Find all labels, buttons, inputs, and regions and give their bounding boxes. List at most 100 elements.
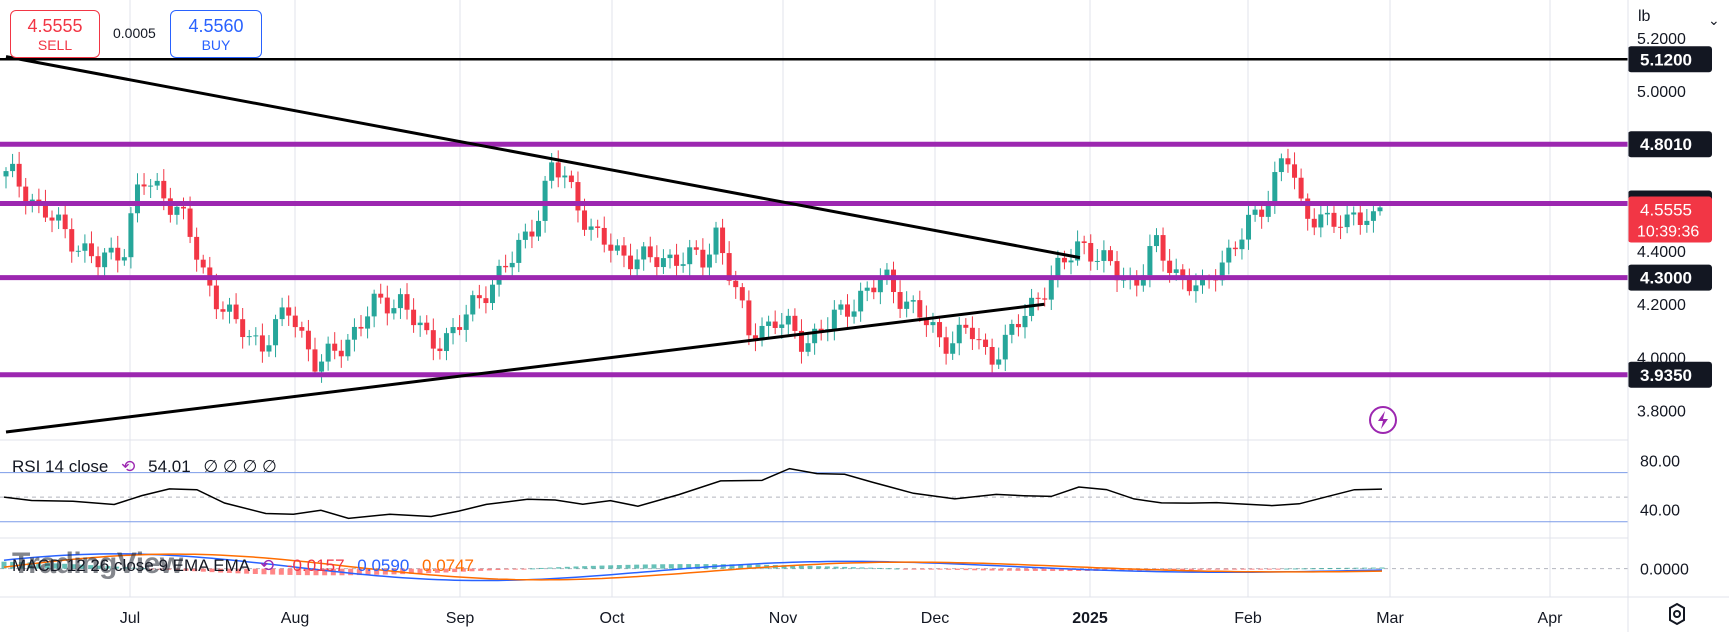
macd-histogram-bar xyxy=(686,564,692,569)
time-axis-label: Feb xyxy=(1234,610,1262,627)
refresh-icon[interactable]: ⟲ xyxy=(259,556,275,575)
price-axis-tick: 4.4000 xyxy=(1637,244,1686,261)
candle-body xyxy=(384,297,390,314)
macd-histogram-bar xyxy=(235,568,241,574)
candle-body xyxy=(871,287,877,293)
candle-body xyxy=(1114,261,1120,281)
macd-histogram-bar xyxy=(244,568,250,574)
macd-histogram-bar xyxy=(148,568,154,570)
rsi-pane: 80.00 40.00 xyxy=(0,453,1680,523)
candle-body xyxy=(950,343,956,354)
macd-histogram-bar xyxy=(850,567,856,569)
candle-body xyxy=(1252,209,1258,215)
time-axis-label: Oct xyxy=(600,610,625,627)
candle-body xyxy=(930,322,936,326)
candle-body xyxy=(148,185,154,187)
candle-body xyxy=(181,206,187,209)
candle-body xyxy=(1075,241,1081,261)
macd-legend[interactable]: MACD 12 26 close 9 EMA EMA ⟲ -0.0157 0.0… xyxy=(12,556,474,576)
candle-body xyxy=(687,247,693,265)
candle-body xyxy=(1022,315,1028,328)
macd-histogram-bar xyxy=(96,565,102,569)
macd-histogram-bar xyxy=(790,565,796,569)
buy-button[interactable]: 4.5560 BUY xyxy=(170,10,262,58)
candle-body xyxy=(1318,214,1324,228)
macd-histogram-bar xyxy=(1024,568,1030,571)
candle-body xyxy=(443,333,449,352)
rsi-legend-label: RSI 14 close xyxy=(12,457,109,476)
candle-body xyxy=(476,295,482,299)
macd-histogram-bar xyxy=(894,568,900,570)
macd-histogram-bar xyxy=(70,564,76,569)
candle-body xyxy=(582,210,588,230)
candle-body xyxy=(233,304,239,320)
refresh-icon[interactable]: ⟲ xyxy=(121,457,136,476)
macd-histogram-bar xyxy=(798,565,804,569)
candle-body xyxy=(1140,275,1146,286)
candle-body xyxy=(1344,214,1350,228)
macd-histogram-bar xyxy=(538,567,544,569)
candle-body xyxy=(1285,158,1291,165)
price-axis: 5.2000 5.0000 4.4000 4.2000 4.0000 3.8000 xyxy=(1627,0,1686,632)
macd-histogram-bar xyxy=(1032,568,1038,571)
candle-body xyxy=(654,257,660,268)
candle-body xyxy=(3,171,9,177)
candle-body xyxy=(693,247,699,250)
price-axis-tick: 3.8000 xyxy=(1637,404,1686,421)
macd-histogram-bar xyxy=(547,567,553,569)
macd-histogram-bar xyxy=(590,565,596,569)
candle-body xyxy=(601,227,607,245)
macd-histogram-bar xyxy=(209,568,215,573)
trendlines xyxy=(5,55,1081,434)
candle-body xyxy=(1015,323,1021,328)
sell-button[interactable]: 4.5555 SELL xyxy=(10,10,100,58)
macd-histogram-bar xyxy=(1188,568,1194,570)
rsi-legend[interactable]: RSI 14 close ⟲ 54.01 ∅ ∅ ∅ ∅ xyxy=(12,457,277,477)
candle-body xyxy=(562,175,568,178)
lightning-icon[interactable] xyxy=(1369,406,1397,434)
candle-body xyxy=(213,285,219,310)
candle-body xyxy=(62,214,68,230)
candle-body xyxy=(463,314,469,330)
chevron-down-icon: ⌄ xyxy=(1708,12,1720,28)
unit-selector[interactable]: lb ⌄ xyxy=(1638,8,1720,38)
candle-body xyxy=(325,343,331,362)
candle-body xyxy=(1324,212,1330,215)
candle-body xyxy=(660,258,666,268)
candle-body xyxy=(838,304,844,310)
macd-histogram-bar xyxy=(928,568,934,570)
candle-body xyxy=(417,322,423,326)
candle-body xyxy=(1042,298,1048,300)
macd-histogram-bar xyxy=(807,565,813,569)
macd-histogram-bar xyxy=(287,568,293,575)
macd-histogram-bar xyxy=(53,563,59,569)
buy-price: 4.5560 xyxy=(188,16,244,36)
candle-body xyxy=(542,180,548,221)
candle-body xyxy=(516,239,522,263)
candle-body xyxy=(943,337,949,354)
trendline xyxy=(5,302,1045,434)
candle-body xyxy=(503,265,509,268)
macd-histogram-bar xyxy=(400,568,406,575)
candle-body xyxy=(338,350,344,357)
candle-body xyxy=(141,184,147,187)
candle-body xyxy=(779,324,785,328)
macd-histogram-bar xyxy=(105,566,111,569)
macd-histogram-bar xyxy=(79,564,85,569)
macd-histogram-bar xyxy=(460,568,466,572)
candle-body xyxy=(1272,172,1278,203)
macd-histogram-bar xyxy=(27,562,33,569)
macd-histogram-bar xyxy=(1344,567,1350,569)
candle-body xyxy=(273,319,279,346)
macd-histogram-bar xyxy=(157,568,163,570)
settings-icon[interactable] xyxy=(1665,602,1689,626)
level-label: 4.8010 xyxy=(1640,135,1692,154)
candle-body xyxy=(772,321,778,328)
level-label-box xyxy=(1628,264,1712,291)
candle-body xyxy=(1160,235,1166,261)
candle-body xyxy=(1370,211,1376,221)
candle-body xyxy=(641,246,647,260)
macd-histogram-bar xyxy=(1050,568,1056,572)
candle-body xyxy=(69,229,75,252)
